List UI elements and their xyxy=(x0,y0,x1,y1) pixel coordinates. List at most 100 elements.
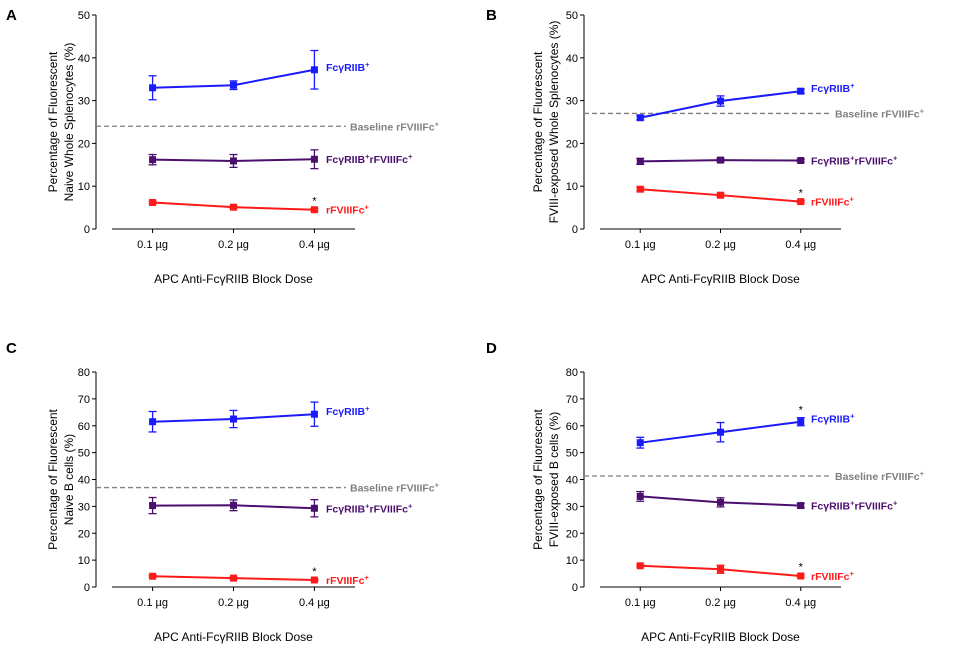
series-label-double: FcγRIIB+rFVIIIFc+ xyxy=(326,501,413,515)
x-tick-label: 0.1 µg xyxy=(137,597,168,609)
data-point xyxy=(637,186,644,193)
series-label-rfviii: rFVIIIFc+ xyxy=(326,573,370,587)
data-point xyxy=(637,114,644,121)
series-label-fcgr: FcγRIIB+ xyxy=(326,404,370,418)
y-tick-label: 50 xyxy=(566,10,578,22)
y-tick-label: 10 xyxy=(78,555,90,567)
x-tick-label: 0.4 µg xyxy=(299,239,330,251)
panel-a: A 0 10 20 30 40 50 0.1 µg 0.2 µg 0.4 µg Percentage… xyxy=(6,7,440,286)
significance-marker: * xyxy=(312,195,317,207)
y-tick-label: 40 xyxy=(566,53,578,65)
y-axis-title: Percentage of Fluorescent xyxy=(46,408,60,549)
y-tick-label: 20 xyxy=(78,138,90,150)
y-axis-title: Naive Whole Splenocytes (%) xyxy=(62,43,76,202)
data-point xyxy=(149,418,156,425)
x-tick-label: 0.2 µg xyxy=(705,597,736,609)
y-tick-label: 0 xyxy=(84,582,90,594)
significance-marker: * xyxy=(799,562,804,574)
x-axis-title: APC Anti-FcγRIIB Block Dose xyxy=(154,630,313,644)
series-fcgr: FcγRIIB+ xyxy=(149,402,371,432)
series-label-fcgr: FcγRIIB+ xyxy=(811,412,855,426)
x-tick-label: 0.1 µg xyxy=(625,239,656,251)
significance-marker: * xyxy=(799,187,804,199)
y-tick-label: 0 xyxy=(572,224,578,236)
data-point xyxy=(637,439,644,446)
x-tick-label: 0.1 µg xyxy=(137,239,168,251)
data-point xyxy=(230,82,237,89)
y-tick-label: 80 xyxy=(566,367,578,379)
y-tick-label: 30 xyxy=(566,501,578,513)
data-point xyxy=(149,573,156,580)
baseline-label: Baseline rFVIIIFc+ xyxy=(835,106,925,120)
data-point xyxy=(797,157,804,164)
y-axis-title: FVIII-exposed Whole Splenocytes (%) xyxy=(547,21,561,224)
series-label-rfviii: rFVIIIFc+ xyxy=(811,569,855,583)
x-axis-title: APC Anti-FcγRIIB Block Dose xyxy=(641,272,800,286)
series-double: FcγRIIB+rFVIIIFc+ xyxy=(636,492,898,513)
baseline-label: Baseline rFVIIIFc+ xyxy=(350,481,440,495)
series-label-double: FcγRIIB+rFVIIIFc+ xyxy=(811,154,898,168)
series-rfviii: * rFVIIIFc+ xyxy=(636,186,854,209)
series-rfviii: * rFVIIIFc+ xyxy=(149,566,370,587)
data-point xyxy=(149,84,156,91)
data-point xyxy=(637,562,644,569)
y-axis-title: Naive B cells (%) xyxy=(62,434,76,525)
series-label-rfviii: rFVIIIFc+ xyxy=(811,195,855,209)
data-point xyxy=(717,499,724,506)
series-double: FcγRIIB+rFVIIIFc+ xyxy=(149,150,413,169)
data-point xyxy=(637,493,644,500)
panel-letter: B xyxy=(486,7,497,24)
y-tick-label: 0 xyxy=(572,582,578,594)
x-tick-label: 0.4 µg xyxy=(299,597,330,609)
series-label-double: FcγRIIB+rFVIIIFc+ xyxy=(811,499,898,513)
x-tick-label: 0.4 µg xyxy=(785,239,816,251)
y-tick-label: 40 xyxy=(566,475,578,487)
significance-marker: * xyxy=(799,405,804,417)
x-tick-label: 0.1 µg xyxy=(625,597,656,609)
data-point xyxy=(797,88,804,95)
y-tick-label: 0 xyxy=(84,224,90,236)
data-point xyxy=(717,566,724,573)
y-tick-label: 60 xyxy=(566,421,578,433)
data-point xyxy=(797,418,804,425)
series-label-double: FcγRIIB+rFVIIIFc+ xyxy=(326,152,413,166)
data-point xyxy=(149,502,156,509)
y-tick-label: 10 xyxy=(566,555,578,567)
y-tick-label: 40 xyxy=(78,475,90,487)
x-tick-label: 0.2 µg xyxy=(218,597,249,609)
data-point xyxy=(311,156,318,163)
y-tick-label: 70 xyxy=(566,394,578,406)
panel-letter: C xyxy=(6,340,17,357)
data-point xyxy=(637,158,644,165)
y-tick-label: 80 xyxy=(78,367,90,379)
panel-c: C 0 10 20 30 40 50 60 70 80 0.1 µg 0.2 µg 0.4 µg Perc… xyxy=(6,340,440,644)
data-point xyxy=(230,502,237,509)
x-tick-label: 0.2 µg xyxy=(705,239,736,251)
figure: A 0 10 20 30 40 50 0.1 µg 0.2 µg 0.4 µg Percentage… xyxy=(0,0,957,649)
series-fcgr: FcγRIIB+ xyxy=(636,81,855,121)
panel-d: D 0 10 20 30 40 50 60 70 80 0.1 µg 0.2 µg 0.4 µg Perc… xyxy=(486,340,925,644)
panel-letter: A xyxy=(6,7,17,24)
x-tick-label: 0.2 µg xyxy=(218,239,249,251)
data-point xyxy=(717,429,724,436)
panel-letter: D xyxy=(486,340,497,357)
data-point xyxy=(149,199,156,206)
x-axis-title: APC Anti-FcγRIIB Block Dose xyxy=(641,630,800,644)
data-point xyxy=(717,98,724,105)
y-tick-label: 10 xyxy=(566,181,578,193)
data-point xyxy=(797,502,804,509)
series-label-fcgr: FcγRIIB+ xyxy=(811,81,855,95)
series-fcgr: FcγRIIB+ xyxy=(149,51,371,100)
data-point xyxy=(311,411,318,418)
baseline-label: Baseline rFVIIIFc+ xyxy=(350,119,440,133)
y-tick-label: 30 xyxy=(78,96,90,108)
y-tick-label: 30 xyxy=(566,96,578,108)
y-tick-label: 30 xyxy=(78,501,90,513)
y-axis-title: Percentage of Fluorescent xyxy=(46,51,60,192)
panel-b: B 0 10 20 30 40 50 0.1 µg 0.2 µg 0.4 µg Percentage… xyxy=(486,7,925,286)
y-axis-title: FVIII-exposed B cells (%) xyxy=(547,412,561,547)
data-point xyxy=(230,416,237,423)
series-double: FcγRIIB+rFVIIIFc+ xyxy=(149,498,413,517)
y-tick-label: 50 xyxy=(78,10,90,22)
x-axis-title: APC Anti-FcγRIIB Block Dose xyxy=(154,272,313,286)
